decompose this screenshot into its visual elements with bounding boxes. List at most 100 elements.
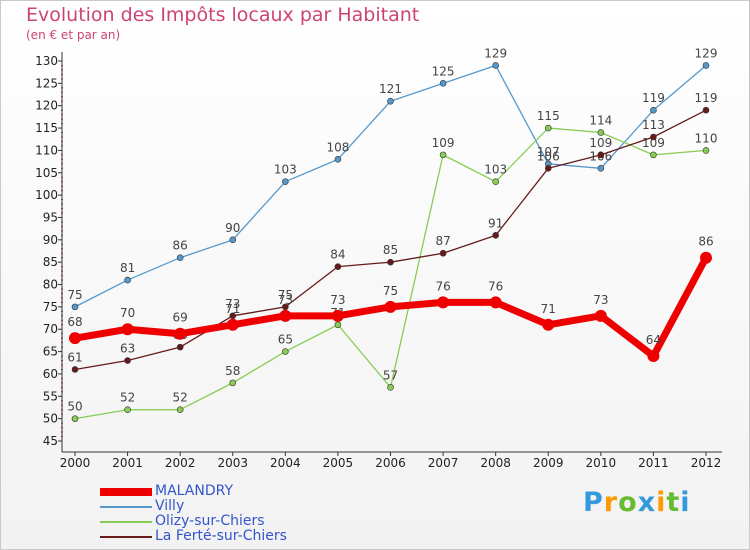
data-point-malandry	[542, 318, 555, 331]
y-tick-label: 45	[43, 434, 58, 448]
legend-label-la-fert-sur-chiers: La Ferté-sur-Chiers	[155, 528, 287, 544]
y-tick-label: 70	[43, 322, 58, 336]
data-label-villy: 86	[173, 239, 188, 253]
data-label-olizy-sur-chiers: 58	[225, 364, 240, 378]
x-tick-label: 2011	[638, 456, 669, 470]
x-tick-label: 2005	[323, 456, 354, 470]
data-label-villy: 129	[695, 46, 718, 60]
data-point-olizy-sur-chiers	[492, 178, 499, 186]
data-point-malandry	[384, 300, 397, 313]
data-label-olizy-sur-chiers: 115	[537, 109, 560, 123]
data-point-malandry	[226, 318, 239, 331]
data-label-olizy-sur-chiers: 65	[278, 333, 293, 347]
data-label-villy: 129	[484, 46, 507, 60]
x-tick-label: 2008	[480, 456, 511, 470]
data-point-la-fert-sur-chiers	[71, 366, 79, 373]
data-point-olizy-sur-chiers	[387, 384, 394, 391]
data-label-villy: 75	[67, 288, 82, 302]
data-point-villy	[439, 80, 447, 87]
data-label-olizy-sur-chiers: 52	[173, 391, 188, 405]
data-label-olizy-sur-chiers: 103	[484, 163, 507, 177]
data-point-la-fert-sur-chiers	[492, 232, 499, 239]
logo-letter: i	[656, 487, 667, 518]
logo-letter: i	[680, 487, 691, 518]
y-tick-label: 50	[43, 412, 58, 426]
y-tick-label: 105	[35, 166, 58, 180]
x-tick-label: 2006	[375, 456, 406, 470]
data-point-la-fert-sur-chiers	[124, 357, 131, 364]
data-point-villy	[176, 254, 184, 262]
legend-swatch-olizy-sur-chiers	[100, 521, 152, 523]
data-label-olizy-sur-chiers: 52	[120, 391, 135, 405]
data-label-malandry: 64	[646, 333, 661, 347]
data-point-malandry	[279, 309, 292, 322]
data-point-malandry	[647, 350, 660, 363]
data-point-la-fert-sur-chiers	[334, 263, 342, 270]
data-label-malandry: 68	[67, 315, 82, 329]
data-label-villy: 103	[274, 163, 297, 177]
y-tick-label: 100	[35, 188, 58, 202]
data-point-la-fert-sur-chiers	[702, 106, 710, 114]
data-point-malandry	[69, 332, 81, 345]
y-tick-label: 125	[35, 76, 58, 90]
data-point-la-fert-sur-chiers	[597, 151, 605, 159]
data-label-villy: 121	[379, 82, 402, 96]
data-point-olizy-sur-chiers	[544, 124, 552, 132]
y-tick-label: 65	[43, 345, 58, 359]
y-tick-label: 80	[43, 278, 58, 292]
chart-subtitle: (en € et par an)	[26, 28, 121, 42]
data-label-olizy-sur-chiers: 57	[383, 368, 398, 382]
data-point-malandry	[174, 327, 187, 340]
y-tick-label: 90	[43, 233, 58, 247]
legend-swatch-villy	[100, 506, 152, 508]
chart-title: Evolution des Impôts locaux par Habitant	[26, 4, 420, 26]
logo-letter: r	[603, 487, 619, 518]
data-label-olizy-sur-chiers: 114	[589, 114, 612, 128]
x-tick-label: 2009	[533, 456, 564, 470]
x-tick-label: 2012	[691, 456, 722, 470]
data-point-malandry	[121, 323, 134, 336]
legend-label-villy: Villy	[155, 498, 185, 514]
data-label-malandry: 69	[173, 311, 188, 325]
data-label-la-fert-sur-chiers: 113	[642, 118, 665, 132]
data-label-la-fert-sur-chiers: 63	[120, 342, 135, 356]
data-point-olizy-sur-chiers	[229, 379, 237, 387]
data-point-villy	[387, 97, 394, 105]
logo-letter: x	[637, 487, 657, 518]
data-point-malandry	[700, 251, 712, 264]
data-point-olizy-sur-chiers	[650, 151, 657, 159]
y-tick-label: 75	[43, 300, 58, 314]
data-point-villy	[124, 276, 131, 284]
data-point-la-fert-sur-chiers	[176, 343, 184, 351]
data-label-villy: 107	[537, 145, 560, 159]
y-tick-label: 115	[35, 121, 58, 135]
data-point-villy	[282, 178, 289, 186]
logo-letter: t	[666, 487, 681, 518]
data-point-malandry	[437, 296, 450, 309]
data-point-malandry	[594, 309, 607, 322]
data-label-malandry: 73	[593, 293, 608, 307]
data-point-la-fert-sur-chiers	[544, 164, 552, 172]
data-point-la-fert-sur-chiers	[650, 133, 657, 141]
data-label-la-fert-sur-chiers: 61	[67, 350, 82, 364]
x-tick-label: 2007	[428, 456, 459, 470]
data-label-malandry: 73	[278, 293, 293, 307]
data-point-villy	[650, 106, 657, 114]
data-point-malandry	[331, 309, 344, 322]
data-label-malandry: 76	[488, 279, 503, 293]
data-label-la-fert-sur-chiers: 109	[589, 136, 612, 150]
x-tick-label: 2002	[165, 456, 196, 470]
data-point-olizy-sur-chiers	[439, 151, 447, 159]
data-point-olizy-sur-chiers	[176, 406, 184, 414]
x-tick-label: 2003	[217, 456, 248, 470]
legend-label-olizy-sur-chiers: Olizy-sur-Chiers	[155, 513, 265, 529]
data-label-malandry: 70	[120, 306, 135, 320]
data-label-la-fert-sur-chiers: 119	[695, 91, 718, 105]
data-label-la-fert-sur-chiers: 91	[488, 216, 503, 230]
data-point-olizy-sur-chiers	[282, 348, 289, 355]
data-point-villy	[492, 62, 499, 69]
data-point-villy	[71, 303, 79, 311]
y-tick-label: 60	[43, 367, 58, 381]
data-label-malandry: 76	[435, 279, 450, 293]
